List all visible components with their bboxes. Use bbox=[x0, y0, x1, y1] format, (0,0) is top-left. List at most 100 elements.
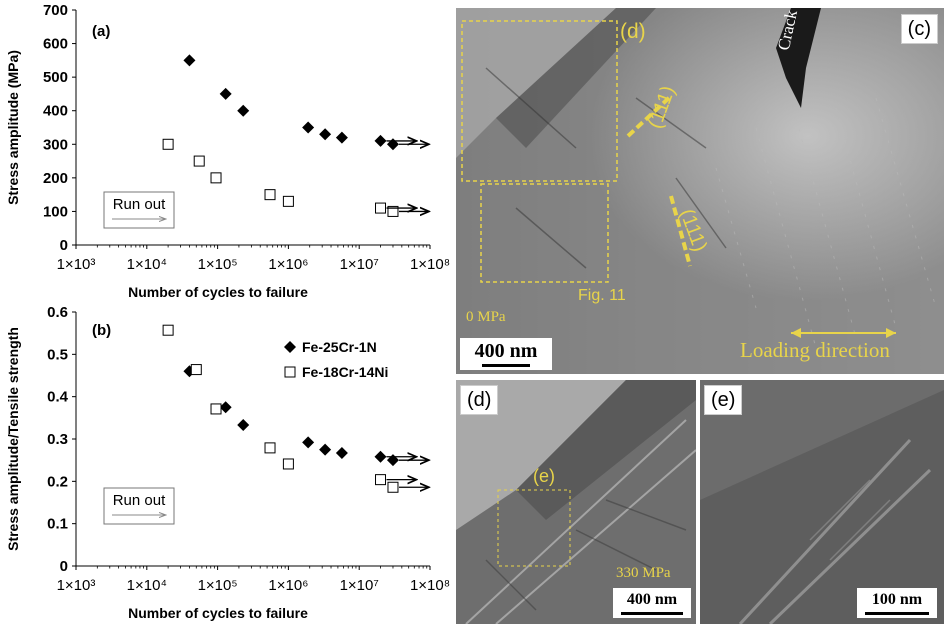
scale-bar-c: 400 nm bbox=[460, 338, 552, 370]
data-point bbox=[264, 442, 276, 454]
data-point bbox=[375, 202, 387, 214]
data-point bbox=[302, 436, 315, 449]
y-tick-label: 400 bbox=[43, 103, 68, 120]
x-tick-label: 1×10⁴ bbox=[127, 256, 167, 273]
region-d-box bbox=[461, 20, 618, 182]
y-axis-title: Stress amplitude (MPa) bbox=[5, 50, 21, 205]
legend-marker-square bbox=[284, 366, 296, 378]
panel-label: (b) bbox=[92, 322, 111, 339]
panel-label-d: (d) bbox=[460, 385, 499, 415]
y-axis-title: Stress amplitude/Tensile strength bbox=[5, 327, 21, 551]
region-d-label: (d) bbox=[620, 20, 646, 43]
data-point bbox=[282, 195, 294, 207]
data-point bbox=[219, 87, 232, 100]
data-point bbox=[319, 128, 332, 141]
runout-label: Run out bbox=[113, 492, 166, 509]
region-e-box bbox=[497, 489, 571, 567]
series-fe-25cr-1n bbox=[183, 54, 429, 151]
series-fe-18cr-14ni bbox=[162, 324, 429, 493]
x-tick-label: 1×10⁷ bbox=[340, 256, 379, 273]
x-tick-label: 1×10⁴ bbox=[127, 577, 167, 594]
scale-bar-d: 400 nm bbox=[613, 588, 691, 618]
plane-trace-2 bbox=[669, 195, 692, 267]
scale-bar-e: 100 nm bbox=[857, 588, 937, 618]
y-tick-label: 0.1 bbox=[47, 516, 68, 533]
data-point bbox=[210, 172, 222, 184]
data-point bbox=[374, 450, 387, 463]
chart-b: 0 0.1 0.2 0.3 0.4 0.5 0.6 1×10³ 1×10⁴ 1×10⁵ 1×10⁶ 1… bbox=[5, 304, 450, 621]
data-point bbox=[386, 138, 399, 151]
data-point bbox=[264, 189, 276, 201]
micrograph-d-texture bbox=[456, 380, 696, 624]
panel-label-e: (e) bbox=[704, 385, 743, 415]
y-tick-label: 0 bbox=[60, 237, 68, 254]
y-tick-label: 600 bbox=[43, 36, 68, 53]
data-point bbox=[335, 446, 348, 459]
x-tick-label: 1×10³ bbox=[57, 256, 96, 273]
y-tick-label: 0 bbox=[60, 558, 68, 575]
runout-box bbox=[103, 487, 175, 525]
series-fe-18cr-14ni bbox=[162, 138, 429, 217]
data-point bbox=[210, 403, 222, 415]
x-tick-label: 1×10⁷ bbox=[340, 577, 379, 594]
plane-trace-1 bbox=[626, 94, 673, 138]
data-point bbox=[319, 443, 332, 456]
y-tick-label: 0.5 bbox=[47, 346, 68, 363]
data-point bbox=[237, 104, 250, 117]
x-tick-label: 1×10⁸ bbox=[410, 256, 450, 273]
y-tick-label: 0.4 bbox=[47, 389, 69, 406]
runout-box bbox=[103, 191, 175, 229]
loading-direction-label: Loading direction bbox=[740, 338, 890, 362]
data-point bbox=[190, 364, 202, 376]
fatigue-plots: 0 100 200 300 400 500 600 700 1×10³ 1×10⁴ 1×10⁵ 1×1… bbox=[5, 2, 450, 621]
y-tick-label: 0.3 bbox=[47, 431, 68, 448]
fig11-ref: Fig. 11 bbox=[578, 287, 626, 304]
stress-label-c: 0 MPa bbox=[466, 309, 506, 325]
region-e-label: (e) bbox=[533, 466, 555, 486]
data-point bbox=[302, 121, 315, 134]
stress-label-d: 330 MPa bbox=[616, 565, 671, 581]
scale-bar-e-label: 100 nm bbox=[871, 591, 923, 608]
y-tick-label: 500 bbox=[43, 69, 68, 86]
scale-bar-d-label: 400 nm bbox=[626, 591, 678, 608]
micrograph-d-overlay bbox=[497, 489, 571, 567]
series-fe-25cr-1n bbox=[183, 365, 429, 467]
chart-a: 0 100 200 300 400 500 600 700 1×10³ 1×10⁴ 1×10⁵ 1×1… bbox=[5, 2, 450, 300]
y-tick-label: 300 bbox=[43, 136, 68, 153]
region-fig11-box bbox=[480, 183, 609, 283]
x-tick-label: 1×10⁵ bbox=[198, 577, 238, 594]
legend-label: Fe-18Cr-14Ni bbox=[302, 364, 388, 380]
micrograph-e-texture bbox=[700, 380, 944, 624]
data-point bbox=[387, 205, 399, 217]
panel-label: (a) bbox=[92, 23, 110, 40]
micrograph-d: (d) (e) 330 MPa 400 nm bbox=[456, 380, 696, 624]
y-tick-label: 0.2 bbox=[47, 473, 68, 490]
x-tick-label: 1×10⁵ bbox=[198, 256, 238, 273]
x-tick-label: 1×10⁶ bbox=[268, 577, 308, 594]
data-point bbox=[183, 54, 196, 67]
data-point bbox=[387, 481, 399, 493]
data-point bbox=[162, 138, 174, 150]
legend-label: Fe-25Cr-1N bbox=[302, 339, 377, 355]
x-axis-title: Number of cycles to failure bbox=[128, 284, 308, 300]
scale-bar-c-label: 400 nm bbox=[474, 340, 538, 362]
micrograph-c: (c) (d) Crack (111) (111) Fig. 11 0 MPa … bbox=[456, 8, 944, 374]
x-axis-title: Number of cycles to failure bbox=[128, 605, 308, 621]
runout-label: Run out bbox=[113, 196, 166, 213]
panel-label-c: (c) bbox=[900, 14, 938, 44]
data-point bbox=[386, 454, 399, 467]
x-tick-label: 1×10⁸ bbox=[410, 577, 450, 594]
data-point bbox=[335, 131, 348, 144]
micrograph-c-texture bbox=[456, 8, 944, 374]
data-point bbox=[282, 458, 294, 470]
data-point bbox=[162, 324, 174, 336]
x-tick-label: 1×10³ bbox=[57, 577, 96, 594]
data-point bbox=[237, 419, 250, 432]
x-tick-label: 1×10⁶ bbox=[268, 256, 308, 273]
data-point bbox=[375, 474, 387, 486]
y-tick-label: 100 bbox=[43, 203, 68, 220]
data-point bbox=[374, 134, 387, 147]
y-tick-label: 700 bbox=[43, 2, 68, 19]
micrograph-c-overlay bbox=[461, 20, 896, 338]
data-point bbox=[219, 401, 232, 414]
